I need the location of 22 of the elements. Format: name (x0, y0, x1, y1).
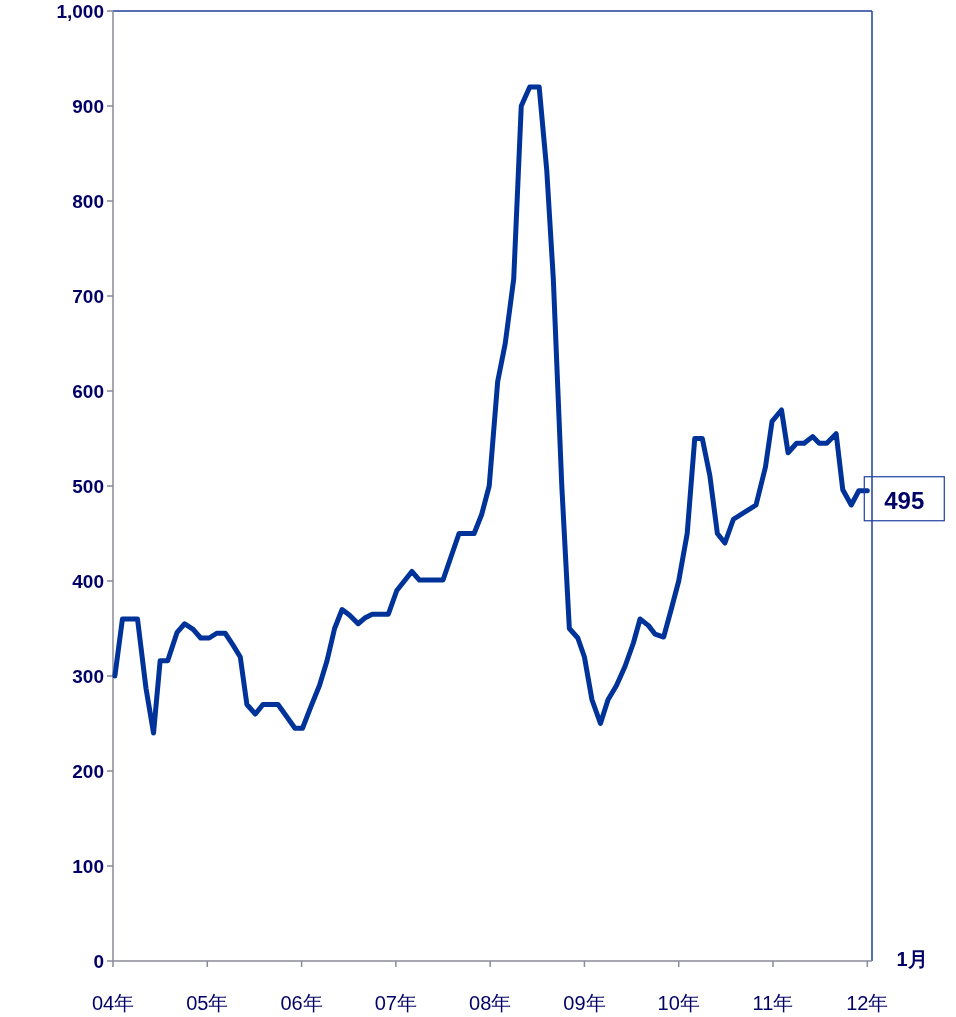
x-tick-label: 10年 (657, 992, 700, 1014)
y-tick-label: 500 (72, 476, 104, 497)
y-tick-label: 400 (72, 571, 104, 592)
x-tick-label: 06年 (280, 992, 323, 1014)
x-tick-label: 09年 (563, 992, 606, 1014)
y-tick-label: 800 (72, 191, 104, 212)
y-tick-label: 700 (72, 286, 104, 307)
annotation: 495 (884, 486, 925, 514)
x-tick-label: 04年 (91, 992, 135, 1014)
x-tick-label: 07年 (374, 992, 417, 1014)
y-tick-label: 900 (72, 96, 104, 117)
x-tick-label: 12年 (846, 992, 889, 1014)
y-tick-label: 200 (72, 761, 104, 782)
x-tick-label: 08年 (469, 992, 512, 1014)
y-tick-label: 0 (93, 951, 104, 972)
y-tick-label: 1,000 (56, 1, 104, 22)
text: 1月 (896, 948, 928, 970)
y-tick-label: 100 (72, 856, 104, 877)
y-tick-label: 300 (72, 666, 104, 687)
x-tick-label: 11年 (752, 992, 794, 1014)
y-tick-label: 600 (72, 381, 104, 402)
x-tick-label: 05年 (186, 992, 229, 1014)
